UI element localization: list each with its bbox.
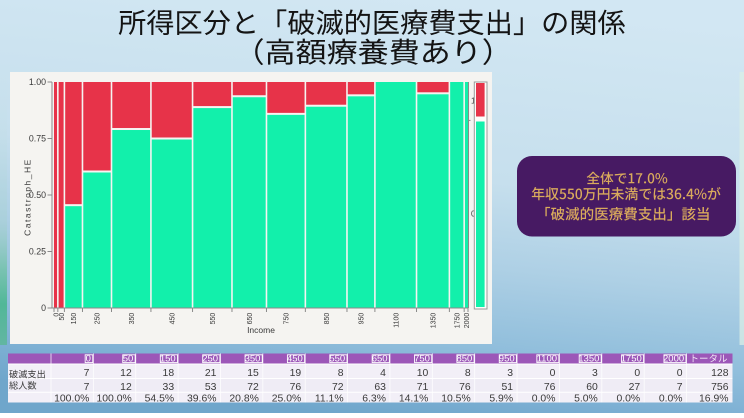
svg-text:7: 7 bbox=[84, 368, 90, 379]
svg-text:0: 0 bbox=[41, 303, 46, 313]
svg-text:2000: 2000 bbox=[663, 354, 684, 365]
svg-text:950: 950 bbox=[499, 354, 515, 365]
svg-text:51: 51 bbox=[502, 382, 514, 393]
svg-text:50: 50 bbox=[59, 313, 66, 321]
svg-text:12: 12 bbox=[120, 382, 132, 393]
svg-text:10: 10 bbox=[417, 368, 429, 379]
svg-text:350: 350 bbox=[245, 354, 261, 365]
svg-text:1750: 1750 bbox=[454, 313, 461, 329]
svg-text:650: 650 bbox=[247, 313, 254, 325]
svg-text:33: 33 bbox=[163, 382, 175, 393]
svg-text:60: 60 bbox=[586, 382, 598, 393]
svg-text:150: 150 bbox=[71, 313, 78, 325]
svg-text:150: 150 bbox=[160, 354, 176, 365]
svg-text:25.0%: 25.0% bbox=[272, 393, 301, 404]
svg-text:0.0%: 0.0% bbox=[616, 393, 640, 404]
svg-text:71: 71 bbox=[417, 382, 429, 393]
svg-text:850: 850 bbox=[456, 354, 472, 365]
svg-text:16.9%: 16.9% bbox=[699, 393, 728, 404]
svg-text:0.75: 0.75 bbox=[29, 134, 46, 144]
svg-text:72: 72 bbox=[332, 382, 344, 393]
svg-text:20.8%: 20.8% bbox=[229, 393, 258, 404]
svg-text:950: 950 bbox=[359, 313, 366, 325]
svg-text:1.00: 1.00 bbox=[29, 77, 46, 87]
svg-text:76: 76 bbox=[290, 382, 302, 393]
svg-text:0: 0 bbox=[86, 354, 91, 365]
svg-text:4: 4 bbox=[380, 368, 386, 379]
svg-text:756: 756 bbox=[711, 382, 729, 393]
svg-text:11.1%: 11.1% bbox=[315, 393, 344, 404]
svg-text:18: 18 bbox=[163, 368, 175, 379]
svg-text:0.25: 0.25 bbox=[29, 247, 46, 257]
svg-text:750: 750 bbox=[284, 313, 291, 325]
svg-text:8: 8 bbox=[465, 368, 471, 379]
svg-text:0: 0 bbox=[634, 368, 640, 379]
svg-text:14.1%: 14.1% bbox=[399, 393, 428, 404]
svg-text:7: 7 bbox=[84, 382, 90, 393]
svg-text:27: 27 bbox=[629, 382, 641, 393]
svg-text:5.0%: 5.0% bbox=[574, 393, 598, 404]
svg-text:3: 3 bbox=[507, 368, 513, 379]
svg-text:Catastroph_HE: Catastroph_HE bbox=[23, 158, 33, 236]
svg-text:1100: 1100 bbox=[537, 354, 557, 365]
svg-text:1100: 1100 bbox=[393, 313, 400, 328]
svg-text:450: 450 bbox=[169, 313, 176, 325]
svg-text:15: 15 bbox=[247, 368, 259, 379]
svg-text:76: 76 bbox=[544, 382, 556, 393]
svg-text:10.5%: 10.5% bbox=[441, 393, 470, 404]
svg-text:39.6%: 39.6% bbox=[187, 393, 216, 404]
svg-text:128: 128 bbox=[711, 368, 729, 379]
svg-text:1750: 1750 bbox=[621, 354, 642, 365]
svg-text:250: 250 bbox=[95, 313, 102, 325]
svg-text:550: 550 bbox=[329, 354, 345, 365]
svg-text:54.5%: 54.5% bbox=[145, 393, 174, 404]
svg-text:63: 63 bbox=[374, 382, 386, 393]
svg-text:550: 550 bbox=[210, 313, 217, 325]
svg-text:12: 12 bbox=[120, 368, 132, 379]
svg-text:850: 850 bbox=[324, 313, 331, 325]
svg-text:76: 76 bbox=[459, 382, 471, 393]
svg-text:21: 21 bbox=[205, 368, 217, 379]
svg-text:1350: 1350 bbox=[431, 313, 438, 329]
svg-text:8: 8 bbox=[338, 368, 344, 379]
svg-text:53: 53 bbox=[205, 382, 217, 393]
svg-text:0.0%: 0.0% bbox=[532, 393, 556, 404]
svg-text:0: 0 bbox=[677, 368, 683, 379]
svg-text:650: 650 bbox=[372, 354, 388, 365]
svg-text:100.0%: 100.0% bbox=[96, 393, 131, 404]
svg-text:100.0%: 100.0% bbox=[54, 393, 89, 404]
svg-text:1350: 1350 bbox=[578, 354, 599, 365]
svg-text:7: 7 bbox=[677, 382, 683, 393]
svg-text:750: 750 bbox=[414, 354, 430, 365]
svg-text:350: 350 bbox=[129, 313, 136, 325]
svg-text:5.9%: 5.9% bbox=[489, 393, 513, 404]
svg-text:2000: 2000 bbox=[464, 313, 471, 329]
svg-text:19: 19 bbox=[290, 368, 302, 379]
svg-text:0.0%: 0.0% bbox=[659, 393, 683, 404]
svg-text:450: 450 bbox=[287, 354, 303, 365]
svg-text:0: 0 bbox=[550, 368, 556, 379]
svg-text:Income: Income bbox=[247, 325, 275, 335]
svg-text:6.3%: 6.3% bbox=[362, 393, 386, 404]
svg-text:50: 50 bbox=[123, 354, 134, 365]
svg-text:3: 3 bbox=[592, 368, 598, 379]
svg-text:250: 250 bbox=[202, 354, 218, 365]
svg-text:72: 72 bbox=[247, 382, 259, 393]
